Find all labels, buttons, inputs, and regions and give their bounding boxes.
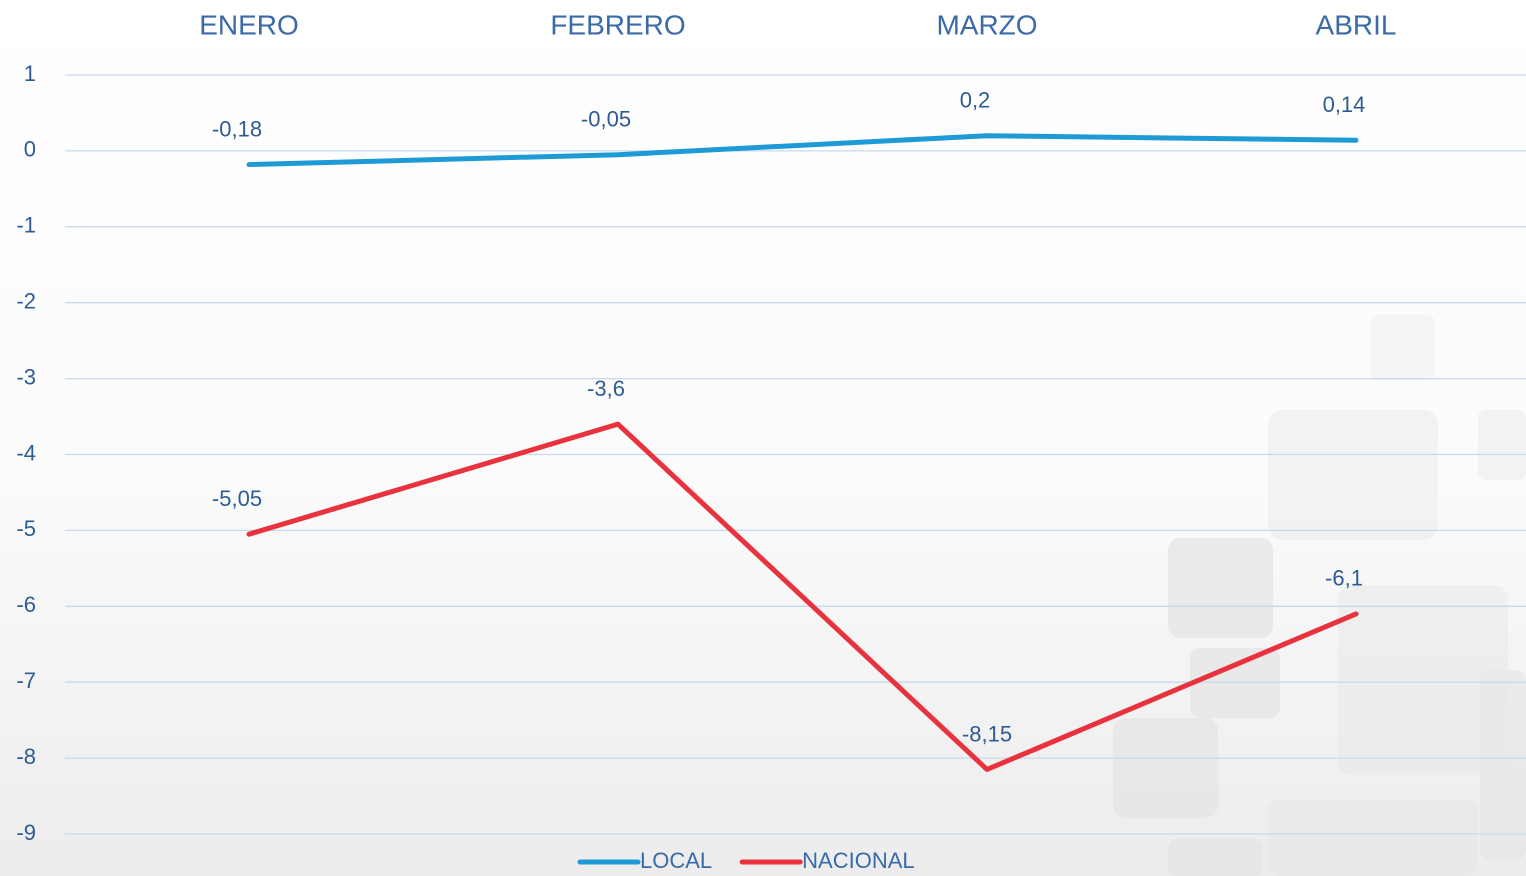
- y-tick-label: -1: [16, 213, 36, 238]
- data-label: -0,05: [581, 107, 631, 132]
- y-tick-label: -7: [16, 668, 36, 693]
- data-label: -5,05: [212, 486, 262, 511]
- y-tick-label: -2: [16, 289, 36, 314]
- y-tick-label: -8: [16, 744, 36, 769]
- y-tick-label: -6: [16, 592, 36, 617]
- legend-label: LOCAL: [640, 848, 712, 873]
- data-label: 0,14: [1323, 92, 1366, 117]
- y-tick-label: 1: [24, 61, 36, 86]
- x-tick-label: ENERO: [199, 9, 299, 40]
- data-label: -6,1: [1325, 566, 1363, 591]
- data-label: 0,2: [960, 88, 991, 113]
- y-tick-label: -4: [16, 440, 36, 465]
- data-label: -8,15: [962, 721, 1012, 746]
- y-tick-label: -9: [16, 820, 36, 845]
- x-tick-label: FEBRERO: [550, 9, 685, 40]
- plot-area: 1 0 -1 -2 -3 -4 -5 -6 -7 -8 -9 ENERO FEBRERO MARZO ABR…: [16, 9, 1526, 873]
- series-line: [246, 421, 1359, 772]
- y-tick-label: -5: [16, 516, 36, 541]
- x-tick-label: MARZO: [936, 9, 1037, 40]
- data-label: -3,6: [587, 376, 625, 401]
- data-label: -0,18: [212, 116, 262, 141]
- decoration: [1113, 315, 1526, 876]
- series-line: [246, 133, 1359, 168]
- y-tick-label: 0: [24, 137, 36, 162]
- x-tick-label: ABRIL: [1316, 9, 1397, 40]
- y-tick-label: -3: [16, 364, 36, 389]
- legend-label: NACIONAL: [802, 848, 914, 873]
